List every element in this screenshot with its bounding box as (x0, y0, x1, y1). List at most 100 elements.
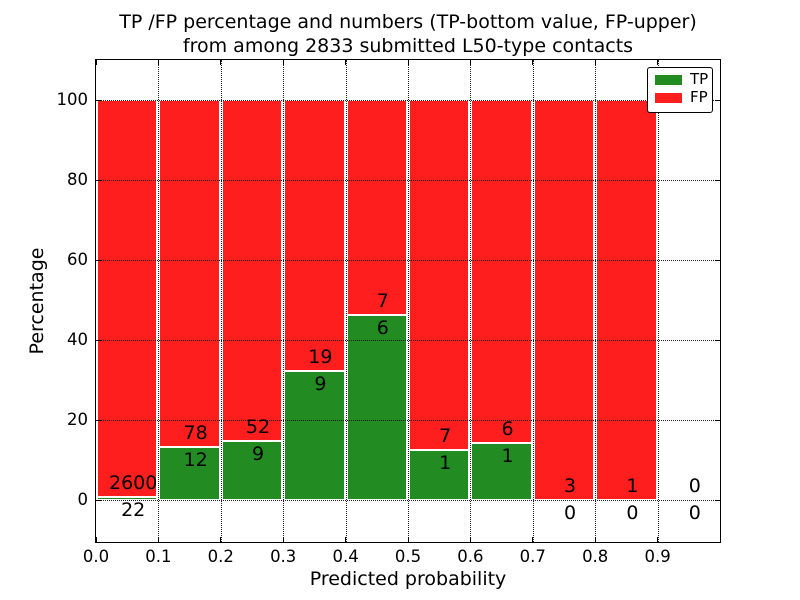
x-tick-mark (282, 60, 284, 65)
x-tick-label: 0.4 (332, 547, 359, 566)
grid-v-line (220, 60, 222, 542)
x-tick-label: 0.7 (519, 547, 546, 566)
y-tick-mark (715, 419, 720, 421)
legend-entry-tp: TP (655, 70, 712, 88)
grid-v-line (595, 60, 597, 542)
tp-count-label: 0 (688, 502, 701, 524)
x-tick-mark (469, 537, 471, 542)
fp-count-label: 1 (626, 475, 639, 497)
fp-count-label: 7 (439, 425, 452, 447)
x-tick-mark (469, 60, 471, 65)
x-tick-mark (594, 537, 596, 542)
x-tick-mark (282, 537, 284, 542)
x-tick-mark (220, 537, 222, 542)
x-tick-mark (95, 537, 97, 542)
tp-bar-segment (284, 371, 345, 500)
y-tick-mark (96, 99, 101, 101)
legend-label-tp: TP (690, 70, 709, 88)
fp-bar-segment (533, 100, 595, 500)
legend-label-fp: FP (690, 88, 708, 106)
tp-bar-segment (471, 442, 532, 500)
tp-bar-segment (221, 440, 283, 500)
tp-count-label: 1 (501, 444, 514, 467)
y-tick-label: 100 (56, 90, 89, 109)
tp-count-label: 0 (626, 502, 639, 524)
plot-area: TP FP 2600 22 78 12 52 9 19 9 7 6 7 1 6 1 3 0 1 0 0 0 (95, 59, 721, 543)
fp-bar-segment (346, 100, 407, 316)
y-tick-mark (96, 259, 101, 261)
fp-bar-segment (221, 100, 283, 441)
fp-count-label: 3 (563, 475, 577, 497)
y-tick-label: 40 (67, 330, 88, 349)
chart-title: TP /FP percentage and numbers (TP-bottom… (119, 11, 697, 58)
x-tick-label: 0.1 (145, 547, 172, 566)
tp-count-label: 9 (251, 442, 265, 465)
fp-count-label: 6 (501, 417, 514, 440)
x-tick-mark (657, 537, 659, 542)
y-tick-mark (715, 179, 720, 181)
x-tick-label: 0.2 (207, 547, 234, 566)
x-axis-label: Predicted probability (309, 568, 507, 590)
grid-v-line (408, 60, 409, 542)
y-tick-mark (715, 259, 720, 261)
tp-count-label: 1 (439, 452, 452, 474)
grid-v-line (283, 60, 285, 542)
x-tick-mark (532, 537, 534, 542)
y-tick-label: 80 (67, 170, 88, 189)
y-tick-label: 0 (77, 490, 89, 509)
legend-box: TP FP (647, 67, 713, 113)
y-tick-mark (96, 419, 101, 421)
legend-entry-fp: FP (655, 88, 712, 106)
y-tick-mark (96, 339, 101, 341)
y-tick-label: 60 (67, 250, 88, 269)
fp-bar-segment (596, 100, 657, 500)
x-tick-label: 0.9 (644, 547, 671, 566)
grid-v-line (470, 60, 472, 542)
fp-count-label: 52 (245, 415, 271, 438)
x-tick-mark (345, 537, 347, 542)
y-tick-label: 20 (67, 410, 88, 429)
x-tick-mark (157, 60, 159, 65)
x-tick-mark (157, 537, 159, 542)
fp-bar-segment (284, 100, 345, 372)
tp-bar-segment (409, 450, 470, 500)
x-tick-mark (345, 60, 347, 65)
fp-count-label: 2600 (109, 471, 158, 494)
x-tick-label: 0.6 (457, 547, 484, 566)
tp-bar-segment (159, 446, 220, 500)
grid-v-line (345, 60, 347, 542)
x-tick-mark (95, 60, 97, 65)
x-tick-label: 0.0 (82, 547, 110, 566)
fp-count-label: 78 (183, 421, 208, 444)
x-tick-mark (407, 537, 409, 542)
fp-bar-segment (471, 100, 532, 443)
x-tick-mark (594, 60, 596, 65)
chart-title-line-2: from among 2833 submitted L50-type conta… (182, 34, 634, 57)
x-tick-label: 0.8 (582, 547, 609, 566)
x-tick-label: 0.5 (394, 547, 422, 566)
y-tick-mark (715, 499, 720, 501)
fp-bar-segment (97, 100, 158, 497)
fp-count-label: 19 (308, 346, 333, 369)
fp-bar-segment (159, 100, 220, 447)
tp-legend-swatch (655, 74, 682, 85)
fp-bar-segment (409, 100, 470, 450)
y-tick-mark (715, 339, 720, 341)
x-tick-mark (719, 60, 721, 65)
y-tick-mark (96, 179, 101, 181)
fp-count-label: 0 (688, 475, 701, 497)
x-tick-mark (532, 60, 534, 65)
tp-count-label: 6 (376, 317, 389, 340)
x-tick-mark (407, 60, 409, 65)
grid-v-line (657, 60, 659, 542)
x-tick-label: 0.3 (270, 547, 297, 566)
x-tick-mark (220, 60, 222, 65)
chart-title-line-1: TP /FP percentage and numbers (TP-bottom… (119, 11, 697, 33)
x-tick-mark (657, 60, 659, 65)
grid-v-line (158, 60, 160, 542)
y-tick-mark (96, 499, 101, 501)
fp-count-label: 7 (376, 290, 389, 313)
tp-count-label: 22 (121, 498, 146, 521)
y-tick-mark (715, 99, 720, 101)
